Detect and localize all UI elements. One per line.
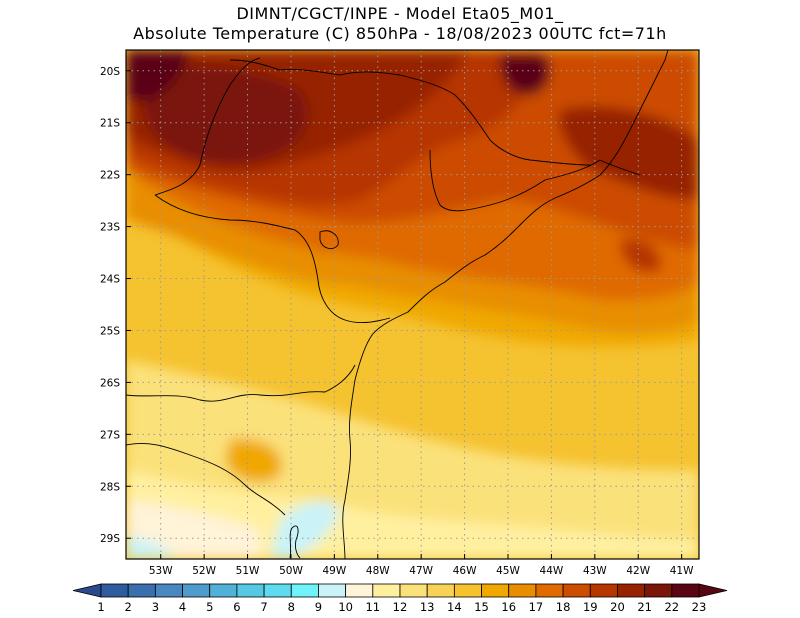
lon-tick-label: 42W (626, 565, 650, 577)
colorbar-label: 10 (338, 600, 353, 614)
colorbar-label: 15 (474, 600, 489, 614)
colorbar-swatch (236, 583, 265, 598)
colorbar-swatch (127, 583, 156, 598)
lon-tick-label: 51W (236, 565, 260, 577)
colorbar-label: 12 (393, 600, 408, 614)
colorbar-label: 14 (447, 600, 462, 614)
colorbar-label: 18 (556, 600, 571, 614)
colorbar-label: 2 (125, 600, 132, 614)
lat-tick-label: 21S (100, 118, 120, 130)
lat-tick-label: 27S (100, 429, 120, 441)
lon-tick-label: 49W (322, 565, 346, 577)
colorbar-label: 23 (692, 600, 707, 614)
colorbar-swatch (426, 583, 455, 598)
colorbar-label: 8 (288, 600, 295, 614)
colorbar-label: 1 (97, 600, 104, 614)
temperature-field (126, 50, 699, 559)
lon-tick-label: 41W (670, 565, 694, 577)
colorbar-swatch (453, 583, 482, 598)
colorbar-label: 21 (637, 600, 652, 614)
colorbar-swatch (535, 583, 564, 598)
colorbar-swatch (345, 583, 374, 598)
colorbar-swatch (399, 583, 428, 598)
colorbar-label: 4 (179, 600, 186, 614)
graticule (126, 50, 699, 559)
lat-tick-label: 20S (100, 66, 120, 78)
lon-tick-label: 47W (409, 565, 433, 577)
lon-tick-label: 45W (496, 565, 520, 577)
colorbar-swatch (644, 583, 673, 598)
colorbar-swatch (589, 583, 618, 598)
colorbar-swatch (154, 583, 183, 598)
lat-tick-label: 23S (100, 222, 120, 234)
lon-tick-label: 48W (366, 565, 390, 577)
colorbar-swatch (372, 583, 401, 598)
lon-tick-label: 46W (453, 565, 477, 577)
axis-ticks: 20S 21S 22S 23S 24S 25S 26S 27S 28S 29S 53W 52W 51W 5… (100, 66, 694, 577)
colorbar-label: 7 (260, 600, 267, 614)
colorbar-arrow-low (72, 583, 102, 598)
colorbar: 1 2 3 4 5 6 7 8 9 10 11 12 13 14 15 16 17 18 19 20 21 22 23 (72, 583, 728, 614)
colorbar-swatch (671, 583, 700, 598)
colorbar-swatch (318, 583, 347, 598)
colorbar-label: 22 (664, 600, 679, 614)
colorbar-label: 17 (529, 600, 544, 614)
coastline-and-borders (126, 50, 669, 559)
lat-tick-label: 29S (100, 533, 120, 545)
colorbar-swatch (562, 583, 591, 598)
colorbar-label: 5 (206, 600, 213, 614)
lon-tick-label: 43W (583, 565, 607, 577)
colorbar-swatch (263, 583, 292, 598)
colorbar-label: 11 (365, 600, 380, 614)
colorbar-arrow-high (698, 583, 728, 598)
chart-title-line1: DIMNT/CGCT/INPE - Model Eta05_M01_ (236, 4, 564, 23)
chart-title-line2: Absolute Temperature (C) 850hPa - 18/08/… (133, 24, 667, 43)
colorbar-swatch (100, 583, 129, 598)
lat-tick-label: 25S (100, 325, 120, 337)
lat-tick-label: 26S (100, 377, 120, 389)
lat-tick-label: 24S (100, 274, 120, 286)
colorbar-label: 9 (315, 600, 322, 614)
lon-tick-label: 44W (540, 565, 564, 577)
lat-tick-label: 28S (100, 481, 120, 493)
colorbar-swatch (182, 583, 211, 598)
lon-tick-label: 52W (192, 565, 216, 577)
colorbar-swatch (209, 583, 238, 598)
colorbar-swatch (290, 583, 319, 598)
colorbar-label: 19 (583, 600, 598, 614)
colorbar-swatch (508, 583, 537, 598)
lon-tick-label: 53W (149, 565, 173, 577)
colorbar-swatch (481, 583, 510, 598)
lat-tick-label: 22S (100, 170, 120, 182)
colorbar-label: 20 (610, 600, 625, 614)
colorbar-swatch (617, 583, 646, 598)
plot-frame (125, 49, 700, 560)
colorbar-label: 16 (501, 600, 516, 614)
colorbar-label: 13 (420, 600, 435, 614)
colorbar-label: 6 (233, 600, 240, 614)
colorbar-label: 3 (152, 600, 159, 614)
lon-tick-label: 50W (279, 565, 303, 577)
